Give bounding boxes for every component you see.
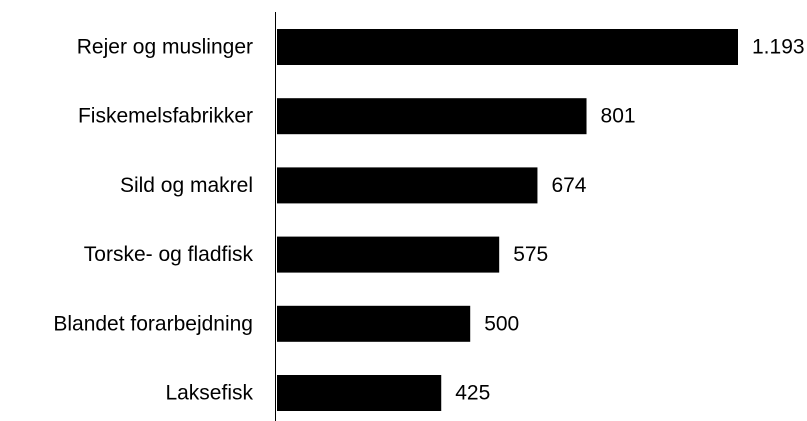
bar	[277, 29, 738, 65]
bar	[277, 375, 442, 411]
value-label: 575	[513, 243, 548, 266]
value-label: 425	[455, 382, 490, 405]
category-label: Fiskemelsfabrikker	[78, 105, 253, 128]
value-label: 500	[484, 312, 519, 335]
value-label: 801	[601, 105, 636, 128]
category-label: Torske- og fladfisk	[84, 243, 254, 266]
bar	[277, 305, 471, 342]
category-label: Rejer og muslinger	[77, 36, 253, 59]
category-label: Blandet forarbejdning	[53, 312, 253, 335]
bar	[277, 236, 500, 273]
bar	[277, 98, 587, 135]
value-label: 674	[551, 174, 586, 197]
category-label: Sild og makrel	[120, 174, 253, 197]
bar	[277, 167, 538, 204]
category-label: Laksefisk	[165, 382, 253, 405]
value-label: 1.193	[752, 36, 805, 59]
